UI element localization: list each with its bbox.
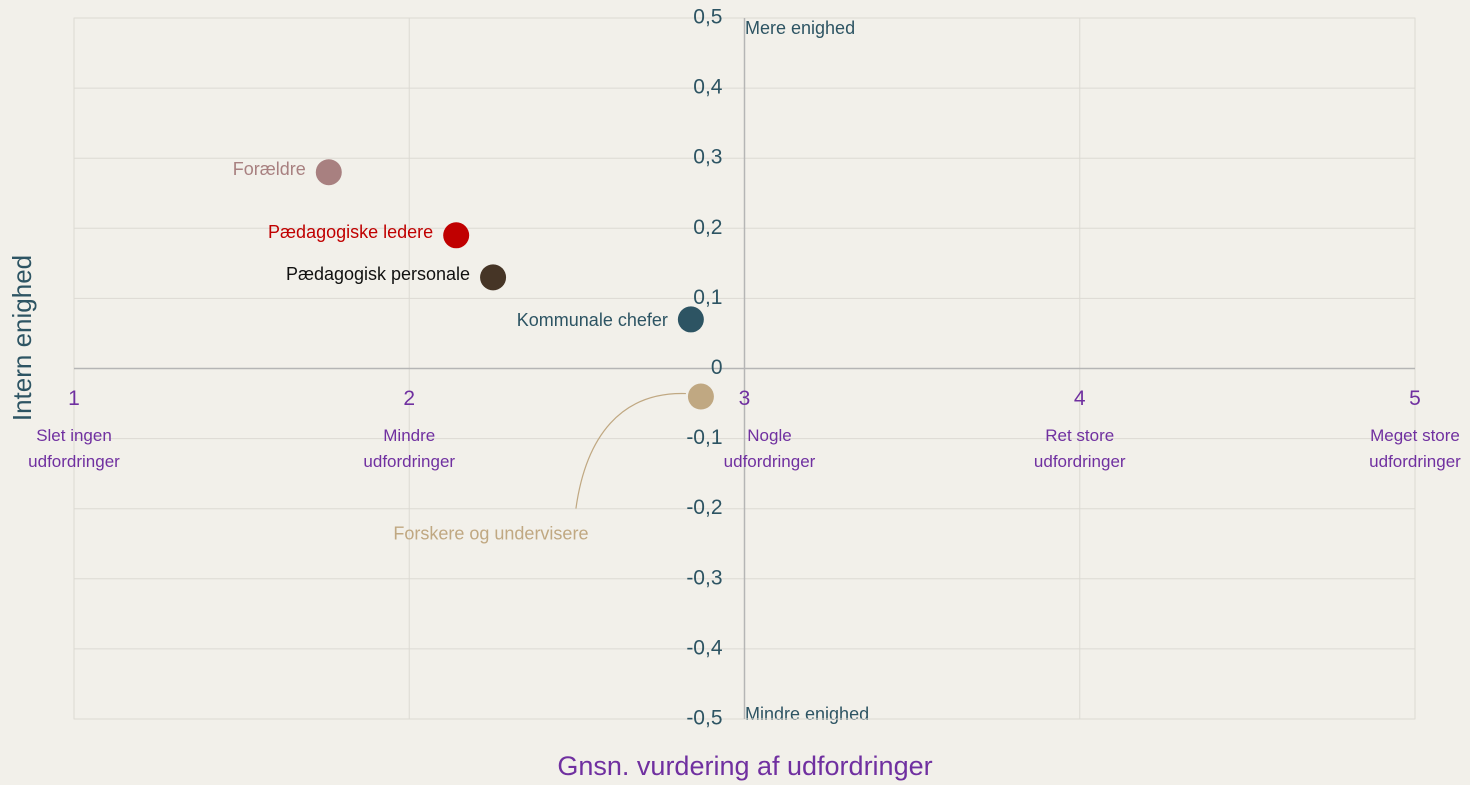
x-tick-caption: Ret store (1045, 426, 1114, 445)
y-tick-label: 0,3 (693, 146, 722, 169)
x-tick-label: 2 (403, 387, 415, 410)
point-label: Kommunale chefer (517, 310, 668, 330)
point-label: Pædagogisk personale (286, 264, 470, 284)
point (687, 383, 714, 410)
x-tick-label: 4 (1074, 387, 1086, 410)
point (315, 159, 342, 186)
x-tick-caption: udfordringer (724, 452, 816, 471)
x-tick-label: 3 (739, 387, 751, 410)
x-tick-caption: udfordringer (1034, 452, 1126, 471)
y-tick-label: -0,1 (686, 426, 722, 449)
x-axis-title: Gnsn. vurdering af udfordringer (557, 751, 932, 781)
x-tick-caption: udfordringer (28, 452, 120, 471)
point (443, 222, 470, 249)
y-tick-label: 0,2 (693, 216, 722, 239)
y-tick-label: -0,2 (686, 496, 722, 519)
x-tick-caption: udfordringer (363, 452, 455, 471)
x-tick-label: 1 (68, 387, 80, 410)
y-tick-label: -0,4 (686, 636, 723, 659)
point-label: Forskere og undervisere (393, 523, 588, 543)
leader-line (575, 392, 686, 509)
point-label: Forældre (233, 159, 306, 179)
point-label: Pædagogiske ledere (268, 222, 433, 242)
y-tick-label: 0,5 (693, 6, 722, 29)
annotation: Mere enighed (745, 18, 855, 38)
point (480, 264, 507, 291)
y-tick-label: -0,5 (686, 707, 722, 730)
point (677, 306, 704, 333)
x-tick-caption: udfordringer (1369, 452, 1461, 471)
y-tick-label: 0 (711, 356, 723, 379)
x-tick-caption: Meget store (1370, 426, 1460, 445)
x-tick-caption: Nogle (747, 426, 791, 445)
y-tick-label: 0,1 (693, 286, 722, 309)
y-tick-label: 0,4 (693, 76, 723, 99)
annotation: Mindre enighed (745, 704, 869, 724)
y-tick-label: -0,3 (686, 566, 722, 589)
x-tick-caption: Mindre (383, 426, 435, 445)
y-axis-title: Intern enighed (7, 255, 37, 421)
x-tick-caption: Slet ingen (36, 426, 112, 445)
x-tick-label: 5 (1409, 387, 1421, 410)
